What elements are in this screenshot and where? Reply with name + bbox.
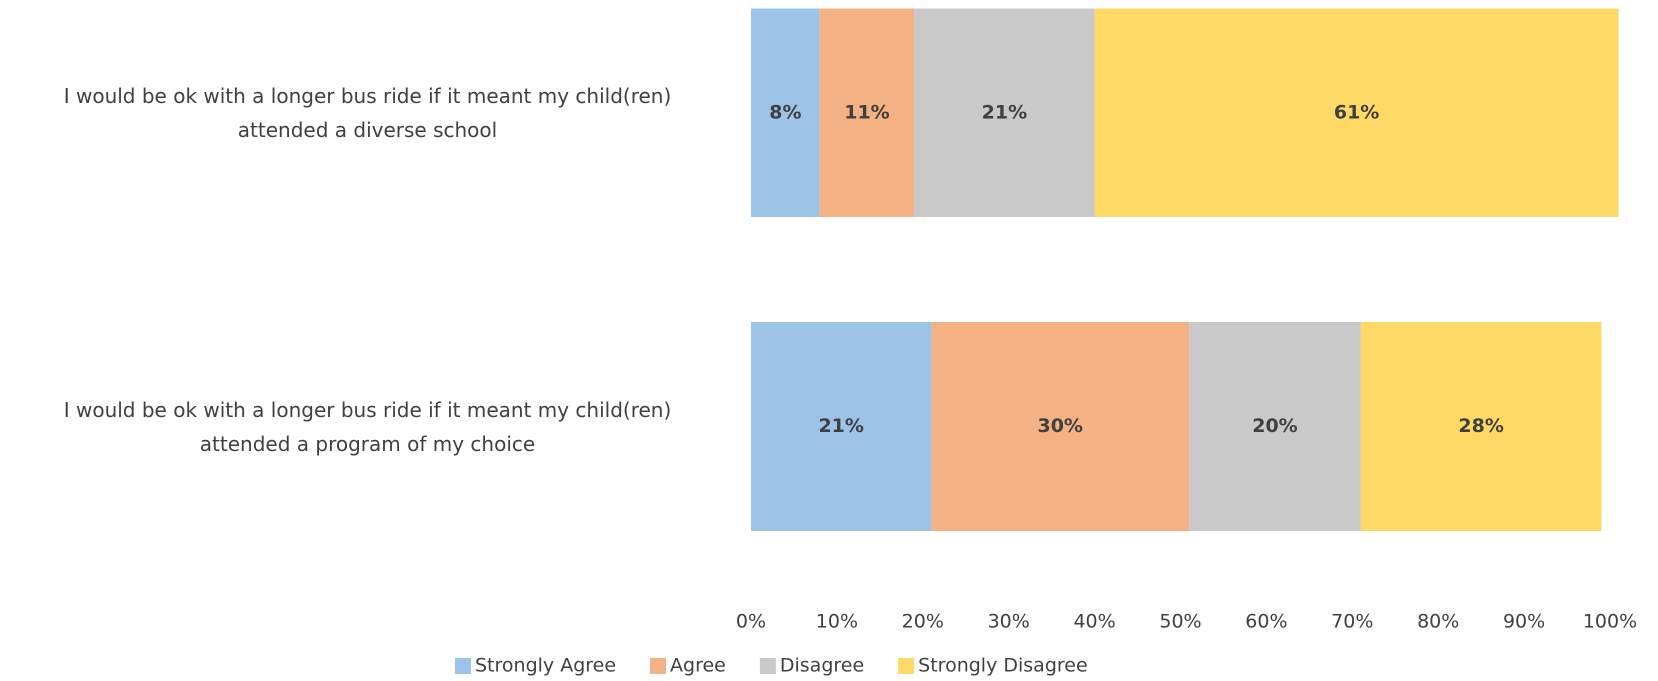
- bar-segment: [1360, 322, 1602, 531]
- bar-segment: [751, 8, 820, 217]
- data-label: 61%: [1334, 101, 1379, 123]
- data-label: 21%: [818, 415, 863, 437]
- bar-segment: [931, 322, 1190, 531]
- category-label: I would be ok with a longer bus ride if …: [63, 83, 672, 142]
- legend-swatch: [759, 658, 776, 674]
- data-label: 30%: [1037, 415, 1082, 437]
- x-tick-label: 10%: [816, 611, 858, 633]
- legend-label: Disagree: [780, 655, 864, 677]
- x-tick-label: 30%: [988, 611, 1030, 633]
- bar-segment: [1189, 322, 1361, 531]
- legend-label: Strongly Agree: [475, 655, 616, 677]
- x-tick-label: 20%: [902, 611, 944, 633]
- bar-segment: [1094, 8, 1619, 217]
- legend-label: Strongly Disagree: [918, 655, 1087, 677]
- x-tick-label: 40%: [1073, 611, 1115, 633]
- category-label: I would be ok with a longer bus ride if …: [63, 397, 672, 456]
- x-tick-label: 70%: [1331, 611, 1373, 633]
- x-tick-label: 80%: [1417, 611, 1459, 633]
- x-tick-label: 90%: [1503, 611, 1545, 633]
- x-tick-label: 60%: [1245, 611, 1287, 633]
- x-tick-label: 50%: [1159, 611, 1201, 633]
- bar-segment: [914, 8, 1095, 217]
- legend-swatch: [455, 658, 471, 674]
- legend-swatch: [650, 658, 667, 674]
- x-tick-label: 100%: [1583, 611, 1637, 633]
- data-label: 20%: [1252, 415, 1297, 437]
- bar-segment: [751, 322, 932, 531]
- x-tick-label: 0%: [736, 611, 766, 633]
- data-label: 8%: [769, 101, 801, 123]
- legend-swatch: [898, 658, 915, 674]
- data-label: 28%: [1458, 415, 1503, 437]
- bar-segment: [819, 8, 915, 217]
- legend-label: Agree: [670, 655, 726, 677]
- data-label: 11%: [844, 101, 889, 123]
- data-label: 21%: [982, 101, 1027, 123]
